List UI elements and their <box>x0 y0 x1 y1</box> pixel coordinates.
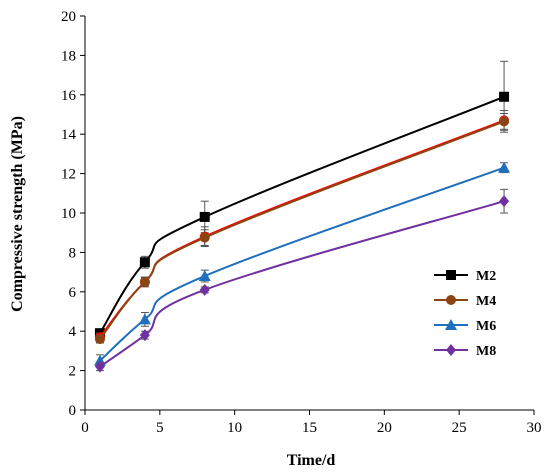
x-tick-label: 5 <box>156 420 164 436</box>
legend-marker <box>445 319 457 330</box>
y-tick-label: 6 <box>69 285 77 301</box>
legend-label: M8 <box>476 344 496 359</box>
series-unlabeled-1 <box>94 110 510 343</box>
y-tick-label: 12 <box>61 167 76 183</box>
data-point <box>499 195 510 208</box>
y-tick-label: 0 <box>69 403 77 419</box>
data-point <box>138 313 151 325</box>
y-tick-label: 18 <box>61 48 76 64</box>
data-point <box>499 116 510 127</box>
legend-marker <box>446 344 456 356</box>
legend-label: M6 <box>476 319 496 334</box>
y-axis-title: Compressive strength (MPa) <box>9 116 26 312</box>
data-point <box>199 232 210 243</box>
legend-item-m4: M4 <box>434 294 496 309</box>
data-point <box>199 211 210 222</box>
data-point <box>198 270 211 282</box>
y-tick-label: 16 <box>61 88 77 104</box>
data-point <box>139 276 150 287</box>
x-tick-label: 30 <box>527 420 542 436</box>
legend-marker <box>446 270 456 280</box>
series-line <box>99 119 505 338</box>
y-tick-label: 14 <box>61 127 77 143</box>
x-tick-label: 0 <box>81 420 89 436</box>
series-m2 <box>94 60 510 339</box>
series-line <box>99 95 505 334</box>
data-point <box>498 161 511 173</box>
series-line <box>99 200 505 368</box>
legend-label: M4 <box>476 294 496 309</box>
axes: 0 5 10 15 20 25 30 0 2 4 6 8 10 12 14 16 18 20 <box>61 9 542 436</box>
x-tick-label: 20 <box>377 420 392 436</box>
y-tick-label: 2 <box>69 364 77 380</box>
data-point <box>94 360 105 373</box>
legend-item-m8: M8 <box>434 344 496 359</box>
data-point <box>139 329 150 342</box>
data-point <box>139 257 150 268</box>
series-line <box>99 120 505 340</box>
y-tick-label: 20 <box>61 9 76 25</box>
x-axis-title: Time/d <box>287 452 336 469</box>
series-m8 <box>94 188 510 373</box>
data-point <box>499 91 510 102</box>
x-tick-label: 15 <box>302 420 317 436</box>
data-point <box>199 283 210 296</box>
data-point <box>94 334 105 345</box>
y-tick-label: 4 <box>69 324 77 340</box>
x-tick-label: 25 <box>452 420 467 436</box>
series-line <box>99 166 505 362</box>
legend-item-m2: M2 <box>434 269 496 284</box>
x-tick-label: 10 <box>227 420 242 436</box>
legend-marker <box>446 295 456 305</box>
y-tick-label: 10 <box>61 206 76 222</box>
legend: M2 M4 M6 M8 <box>434 269 496 359</box>
series-m4 <box>94 113 510 345</box>
y-tick-label: 8 <box>69 245 77 261</box>
series-layer <box>93 60 511 373</box>
legend-label: M2 <box>476 269 496 284</box>
legend-item-m6: M6 <box>434 319 496 334</box>
